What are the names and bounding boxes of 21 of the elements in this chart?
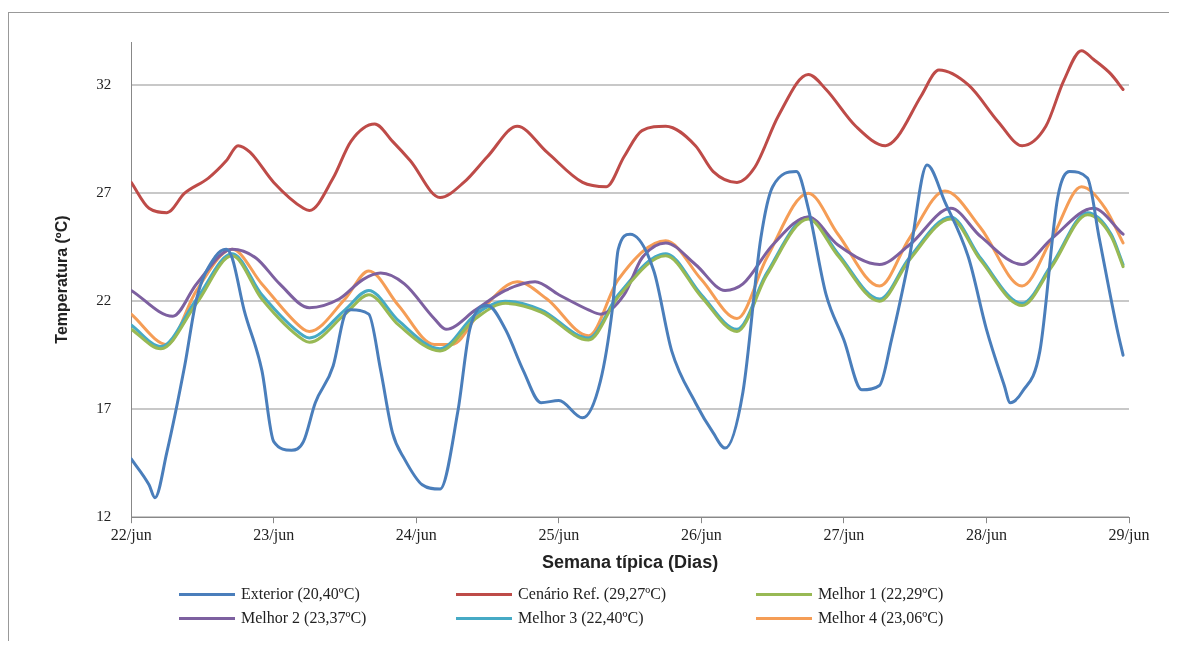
x-axis-title: Semana típica (Dias) (542, 552, 719, 573)
y-tick-label: 32 (96, 76, 112, 93)
x-tick-label: 23/jun (253, 526, 295, 544)
x-tick-label: 24/jun (395, 526, 437, 544)
x-tick-label: 26/jun (680, 526, 722, 544)
legend-label: Melhor 2 (23,37ºC) (241, 609, 367, 627)
x-tick-label: 25/jun (538, 526, 580, 544)
legend-label: Melhor 1 (22,29ºC) (817, 585, 944, 603)
y-tick-label: 22 (96, 292, 112, 309)
x-tick-label: 28/jun (966, 526, 1007, 544)
legend-label: Cenário Ref. (29,27ºC) (518, 585, 667, 603)
x-tick-label: 29/jun (1108, 526, 1150, 544)
y-tick-label: 12 (96, 508, 112, 525)
legend-label: Melhor 4 (23,06ºC) (817, 609, 944, 627)
x-tick-label: 27/jun (823, 526, 865, 544)
y-tick-label: 27 (96, 184, 112, 201)
y-tick-label: 17 (96, 400, 112, 417)
legend-label: Melhor 3 (22,40ºC) (518, 609, 644, 627)
legend-label: Exterior (20,40ºC) (241, 585, 360, 603)
y-axis-title: Temperatura (ºC) (53, 215, 71, 344)
x-tick-label: 22/jun (110, 526, 152, 544)
